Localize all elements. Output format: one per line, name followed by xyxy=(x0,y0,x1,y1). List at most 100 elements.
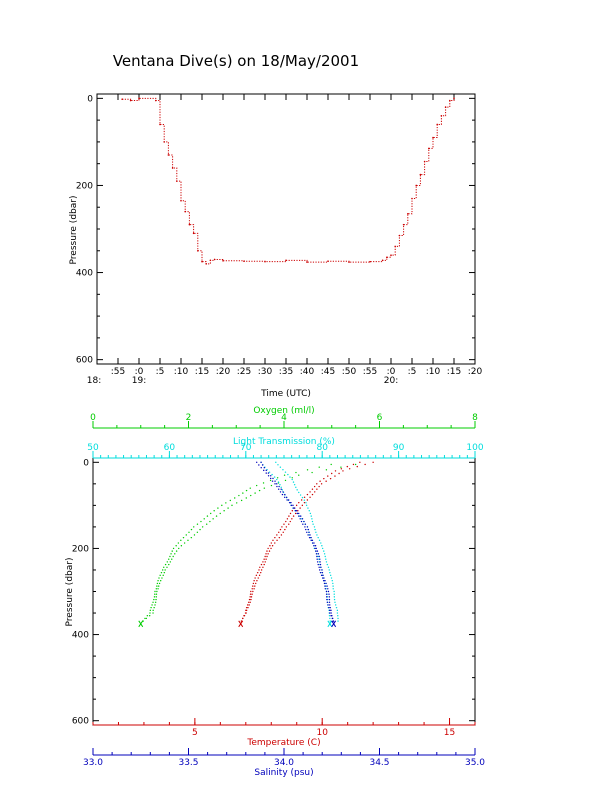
salinity-profile-point xyxy=(329,606,331,609)
salinity-profile-point xyxy=(320,574,323,577)
temperature-profile-point xyxy=(316,483,318,485)
salinity-profile-point xyxy=(325,582,327,585)
temperature-profile-point xyxy=(323,477,325,480)
transmission-profile-point xyxy=(327,566,330,568)
temperature-profile-point xyxy=(274,536,276,539)
temperature-profile-point xyxy=(251,593,253,595)
transmission-profile-point xyxy=(289,476,291,478)
temperature-profile-point xyxy=(272,539,274,542)
temperature-profile-point xyxy=(288,523,290,525)
transmission-profile-point xyxy=(317,555,319,558)
pressure-time-line xyxy=(122,97,455,265)
pressure-point xyxy=(213,258,216,261)
transmission-profile-point xyxy=(320,542,322,544)
pressure-point xyxy=(205,263,207,265)
salinity-profile-point xyxy=(304,526,306,528)
temperature-profile-point xyxy=(286,518,289,520)
bottom-y-label: Pressure (dbar) xyxy=(65,558,75,627)
temperature-profile-point xyxy=(309,496,311,498)
pressure-point xyxy=(192,232,195,235)
top-x-tick-label: :10 xyxy=(426,367,441,377)
oxygen-profile-point xyxy=(153,606,155,609)
salinity-profile-point xyxy=(298,512,300,515)
top-x-tick-label: :35 xyxy=(279,367,293,377)
pressure-point xyxy=(436,123,439,126)
transmission-profile-point xyxy=(332,582,334,585)
salinity-profile-point xyxy=(316,558,318,560)
transmission-profile-point xyxy=(275,461,277,464)
temperature-profile-point xyxy=(284,528,286,531)
temperature-profile-point xyxy=(252,582,255,585)
salinity-profile-point xyxy=(315,550,317,552)
salinity-profile-point xyxy=(265,469,267,472)
transmission-profile-point xyxy=(273,476,276,478)
salinity-profile-point xyxy=(327,604,329,606)
salinity-profile-point xyxy=(287,499,290,501)
temperature-profile-point xyxy=(264,555,266,558)
transmission-profile-point xyxy=(337,620,339,622)
pressure-point xyxy=(285,259,287,262)
temperature-profile-point xyxy=(306,499,309,501)
top-x-tick-label: :0 xyxy=(135,367,144,377)
pressure-point xyxy=(138,97,140,100)
transmission-profile-point xyxy=(310,515,312,517)
salinity-profile-point xyxy=(318,569,321,571)
pressure-point xyxy=(201,260,203,263)
temperature-profile-point xyxy=(248,604,250,606)
transmission-profile-point xyxy=(321,547,324,550)
top-y-tick-label: 0 xyxy=(87,94,93,104)
salinity-profile-point xyxy=(279,491,282,493)
salinity-profile-point xyxy=(324,580,326,582)
oxygen-profile-point xyxy=(240,499,243,502)
oxygen-axis-label: Oxygen (ml/l) xyxy=(253,406,314,416)
temperature-profile-point xyxy=(265,553,267,555)
temperature-profile-point xyxy=(262,566,264,568)
oxygen-profile-point xyxy=(238,494,240,497)
transmission-profile-point xyxy=(292,481,295,483)
temperature-profile-point xyxy=(327,475,329,477)
transmission-profile-point xyxy=(321,545,323,547)
oxygen-profile-point xyxy=(330,463,332,466)
oxygen-profile-point xyxy=(206,515,209,517)
top-series-group xyxy=(121,97,455,265)
temperature-profile-point xyxy=(262,561,264,563)
salinity-profile-point xyxy=(292,504,294,507)
top-x-tick-label: :25 xyxy=(237,367,251,377)
salinity-profile-point xyxy=(316,555,318,558)
salinity-profile-point xyxy=(310,536,312,539)
pressure-point xyxy=(159,123,161,126)
oxygen-profile-point xyxy=(188,531,190,533)
salinity-profile-point xyxy=(276,483,278,485)
pressure-point xyxy=(453,97,455,100)
salinity-profile-point xyxy=(261,464,264,466)
oxygen-profile-point xyxy=(175,545,177,547)
transmission-profile-point xyxy=(325,561,328,563)
oxygen-profile-point xyxy=(164,569,166,571)
oxygen-profile-point xyxy=(258,489,261,492)
temperature-profile-point xyxy=(288,515,290,517)
oxygen-profile-point xyxy=(182,536,185,539)
salinity-profile-point xyxy=(290,504,293,507)
salinity-profile-point xyxy=(332,620,334,622)
top-y-tick-label: 400 xyxy=(76,269,93,279)
pressure-point xyxy=(180,199,182,202)
temperature-profile-point xyxy=(352,463,355,466)
oxygen-tick-label: 4 xyxy=(281,413,287,423)
temperature-profile-point xyxy=(263,558,265,560)
temperature-profile-point xyxy=(313,485,316,488)
bottom-series-group xyxy=(138,461,374,628)
temperature-profile-point xyxy=(348,468,351,470)
salinity-profile-point xyxy=(274,483,276,485)
top-y-tick-label: 200 xyxy=(76,181,93,191)
salinity-profile-point xyxy=(326,585,328,587)
bottom-y-axis: 0 200 400 600 xyxy=(72,458,475,727)
oxygen-profile-point xyxy=(183,542,186,544)
pressure-point xyxy=(167,154,170,156)
temperature-profile-point xyxy=(279,528,282,531)
transmission-tick-label: 60 xyxy=(164,443,176,453)
transmission-profile-point xyxy=(317,536,319,539)
temperature-profile-point xyxy=(252,590,254,593)
oxygen-profile-point xyxy=(276,477,279,479)
oxygen-profile-point xyxy=(209,512,212,515)
salinity-profile-point xyxy=(329,604,331,606)
